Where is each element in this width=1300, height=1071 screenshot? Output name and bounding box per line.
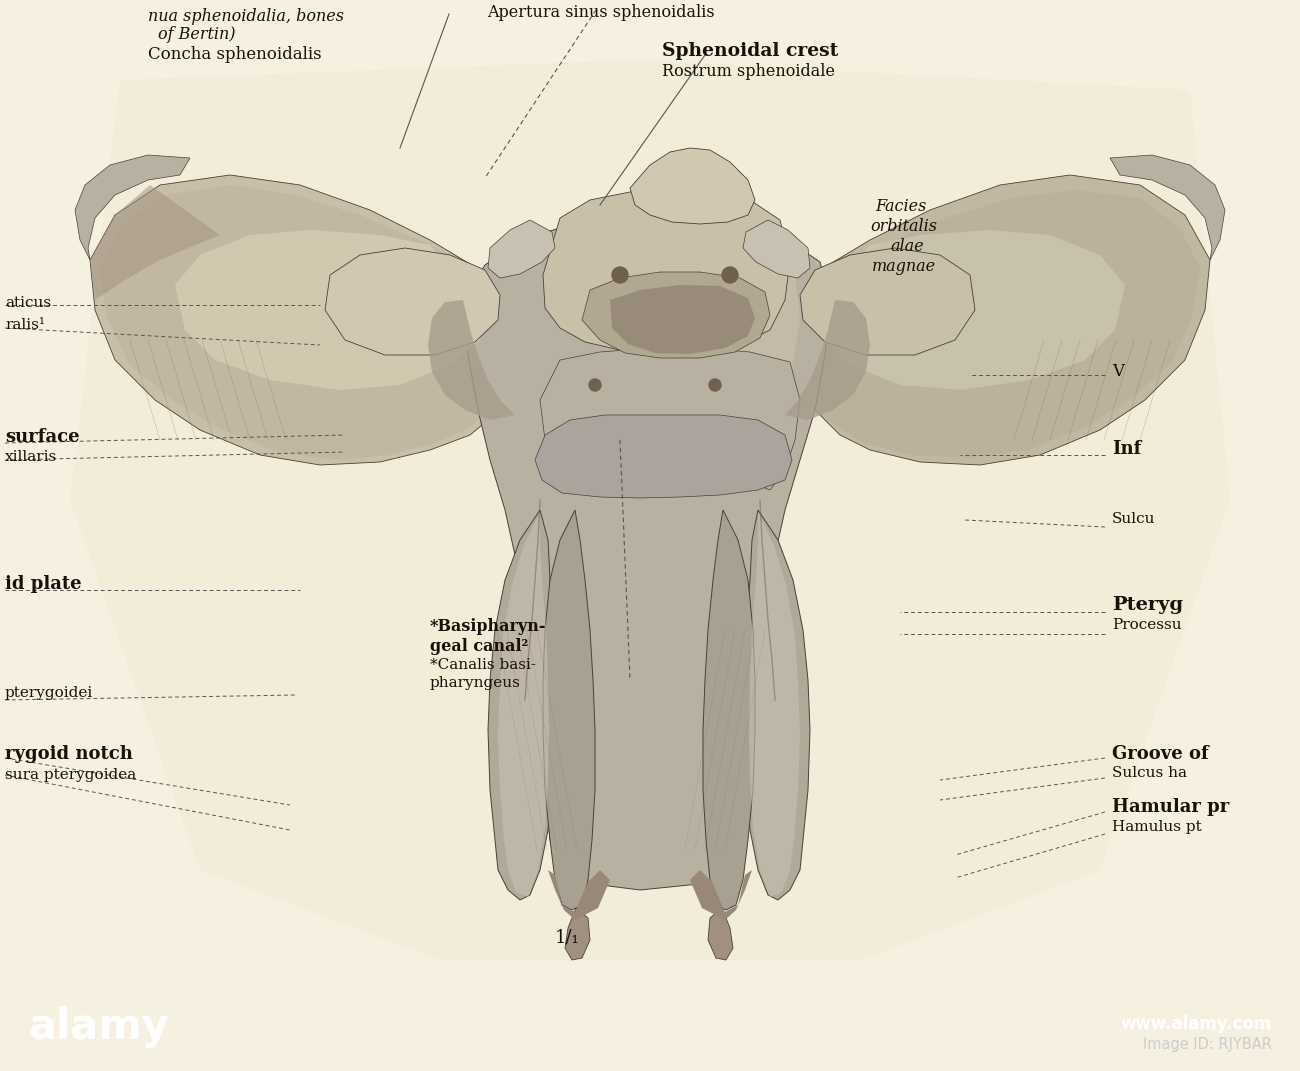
Polygon shape <box>530 222 800 476</box>
Text: pharyngeus: pharyngeus <box>430 676 521 690</box>
Polygon shape <box>703 510 755 910</box>
Text: Rostrum sphenoidale: Rostrum sphenoidale <box>662 63 835 80</box>
Polygon shape <box>100 185 517 461</box>
Text: Concha sphenoidalis: Concha sphenoidalis <box>148 46 321 63</box>
Polygon shape <box>176 230 480 390</box>
Text: Inf: Inf <box>1112 440 1141 458</box>
Polygon shape <box>540 348 800 491</box>
Polygon shape <box>75 155 190 260</box>
Text: surface: surface <box>5 428 79 446</box>
Polygon shape <box>90 175 525 465</box>
Polygon shape <box>90 185 220 300</box>
Text: Sphenoidal crest: Sphenoidal crest <box>662 42 838 60</box>
Text: orbitalis: orbitalis <box>870 218 937 235</box>
Text: *Basipharyn-: *Basipharyn- <box>430 618 546 635</box>
Text: 1/₁: 1/₁ <box>555 927 580 946</box>
Polygon shape <box>793 175 1210 465</box>
Polygon shape <box>549 870 610 920</box>
Text: V: V <box>1112 363 1124 380</box>
Text: ralis¹: ralis¹ <box>5 318 46 332</box>
Polygon shape <box>800 248 975 355</box>
Text: Hamular pr: Hamular pr <box>1112 798 1230 816</box>
Text: Sulcu: Sulcu <box>1112 512 1156 526</box>
Text: Facies: Facies <box>875 198 927 215</box>
Polygon shape <box>793 190 1200 458</box>
Circle shape <box>589 379 601 391</box>
Polygon shape <box>428 300 515 420</box>
Polygon shape <box>70 60 1230 960</box>
Text: geal canal²: geal canal² <box>430 638 529 655</box>
Text: Groove of: Groove of <box>1112 745 1209 763</box>
Polygon shape <box>610 285 755 355</box>
Text: *Canalis basi-: *Canalis basi- <box>430 658 536 672</box>
Text: Processu: Processu <box>1112 618 1182 632</box>
Text: aticus: aticus <box>5 296 51 310</box>
Text: of Bertin): of Bertin) <box>159 26 235 43</box>
Polygon shape <box>543 190 790 352</box>
Polygon shape <box>498 512 549 897</box>
Text: alae: alae <box>891 238 923 255</box>
Polygon shape <box>785 300 870 420</box>
Text: Pteryg: Pteryg <box>1112 595 1183 614</box>
Text: alamy: alamy <box>29 1006 169 1047</box>
Polygon shape <box>822 230 1124 390</box>
Text: Image ID: RJYBAR: Image ID: RJYBAR <box>1143 1038 1271 1053</box>
Text: Apertura sinus sphenoidalis: Apertura sinus sphenoidalis <box>488 4 715 21</box>
Text: Hamulus pt: Hamulus pt <box>1112 820 1201 834</box>
Circle shape <box>708 379 722 391</box>
Polygon shape <box>566 908 590 960</box>
Polygon shape <box>543 510 595 910</box>
Text: www.alamy.com: www.alamy.com <box>1121 1015 1271 1034</box>
Polygon shape <box>536 414 792 498</box>
Text: id plate: id plate <box>5 575 82 593</box>
Polygon shape <box>463 218 829 890</box>
Polygon shape <box>488 510 556 900</box>
Text: Sulcus ha: Sulcus ha <box>1112 766 1187 780</box>
Text: pterygoidei: pterygoidei <box>5 687 94 700</box>
Polygon shape <box>744 510 810 900</box>
Circle shape <box>722 267 738 283</box>
Text: sura pterygoidea: sura pterygoidea <box>5 768 136 782</box>
Polygon shape <box>1110 155 1225 260</box>
Polygon shape <box>708 908 733 960</box>
Text: nua sphenoidalia, bones: nua sphenoidalia, bones <box>148 7 345 25</box>
Text: rygoid notch: rygoid notch <box>5 745 133 763</box>
Polygon shape <box>744 220 810 278</box>
Polygon shape <box>749 512 800 897</box>
Text: xillaris: xillaris <box>5 450 57 464</box>
Polygon shape <box>325 248 500 355</box>
Text: magnae: magnae <box>872 258 936 275</box>
Polygon shape <box>488 220 555 278</box>
Polygon shape <box>690 870 751 920</box>
Polygon shape <box>630 148 755 224</box>
Circle shape <box>612 267 628 283</box>
Polygon shape <box>582 272 770 358</box>
